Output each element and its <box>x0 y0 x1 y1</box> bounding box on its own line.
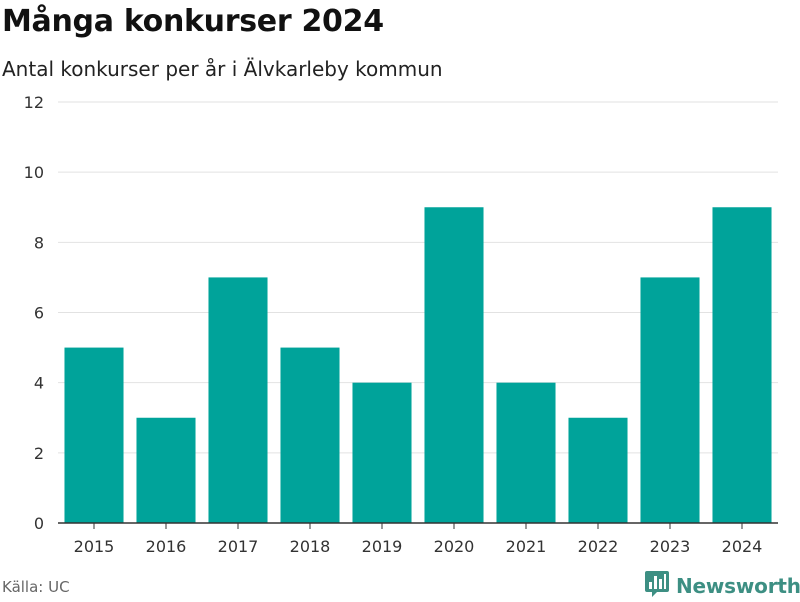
source-note: Källa: UC <box>2 578 70 596</box>
y-tick-label: 6 <box>34 304 44 323</box>
bar-2023[interactable] <box>640 277 700 523</box>
y-tick-label: 10 <box>24 163 44 182</box>
bar-2022[interactable] <box>568 417 628 523</box>
bar-chart-speech-bubble-icon <box>644 570 670 602</box>
bar-2019[interactable] <box>352 382 412 523</box>
brand-name: Newsworthy <box>676 574 800 598</box>
y-tick-label: 12 <box>24 93 44 112</box>
x-tick-label: 2024 <box>722 537 763 556</box>
bars <box>64 207 772 523</box>
bar-2017[interactable] <box>208 277 268 523</box>
y-tick-label: 2 <box>34 444 44 463</box>
y-axis-ticks: 0 2 4 6 8 10 12 <box>24 93 44 533</box>
bar-2018[interactable] <box>280 347 340 523</box>
brand-logo[interactable]: Newsworthy <box>644 570 800 602</box>
x-tick-label: 2020 <box>434 537 475 556</box>
x-tick-label: 2023 <box>650 537 691 556</box>
y-tick-label: 0 <box>34 514 44 533</box>
chart-subtitle: Antal konkurser per år i Älvkarleby komm… <box>2 57 443 81</box>
bar-2024[interactable] <box>712 207 772 523</box>
x-tick-label: 2022 <box>578 537 619 556</box>
chart-title: Många konkurser 2024 <box>2 4 384 39</box>
x-tick-label: 2017 <box>218 537 259 556</box>
bar-2016[interactable] <box>136 417 196 523</box>
x-axis-ticks: 2015 2016 2017 2018 2019 2020 2021 2022 2023 2024 <box>74 523 763 556</box>
bar-2021[interactable] <box>496 382 556 523</box>
x-tick-label: 2016 <box>146 537 187 556</box>
x-tick-label: 2018 <box>290 537 331 556</box>
bar-2020[interactable] <box>424 207 484 523</box>
x-tick-label: 2019 <box>362 537 403 556</box>
y-tick-label: 8 <box>34 233 44 252</box>
x-tick-label: 2021 <box>506 537 547 556</box>
x-tick-label: 2015 <box>74 537 115 556</box>
y-tick-label: 4 <box>34 374 44 393</box>
bar-2015[interactable] <box>64 347 124 523</box>
